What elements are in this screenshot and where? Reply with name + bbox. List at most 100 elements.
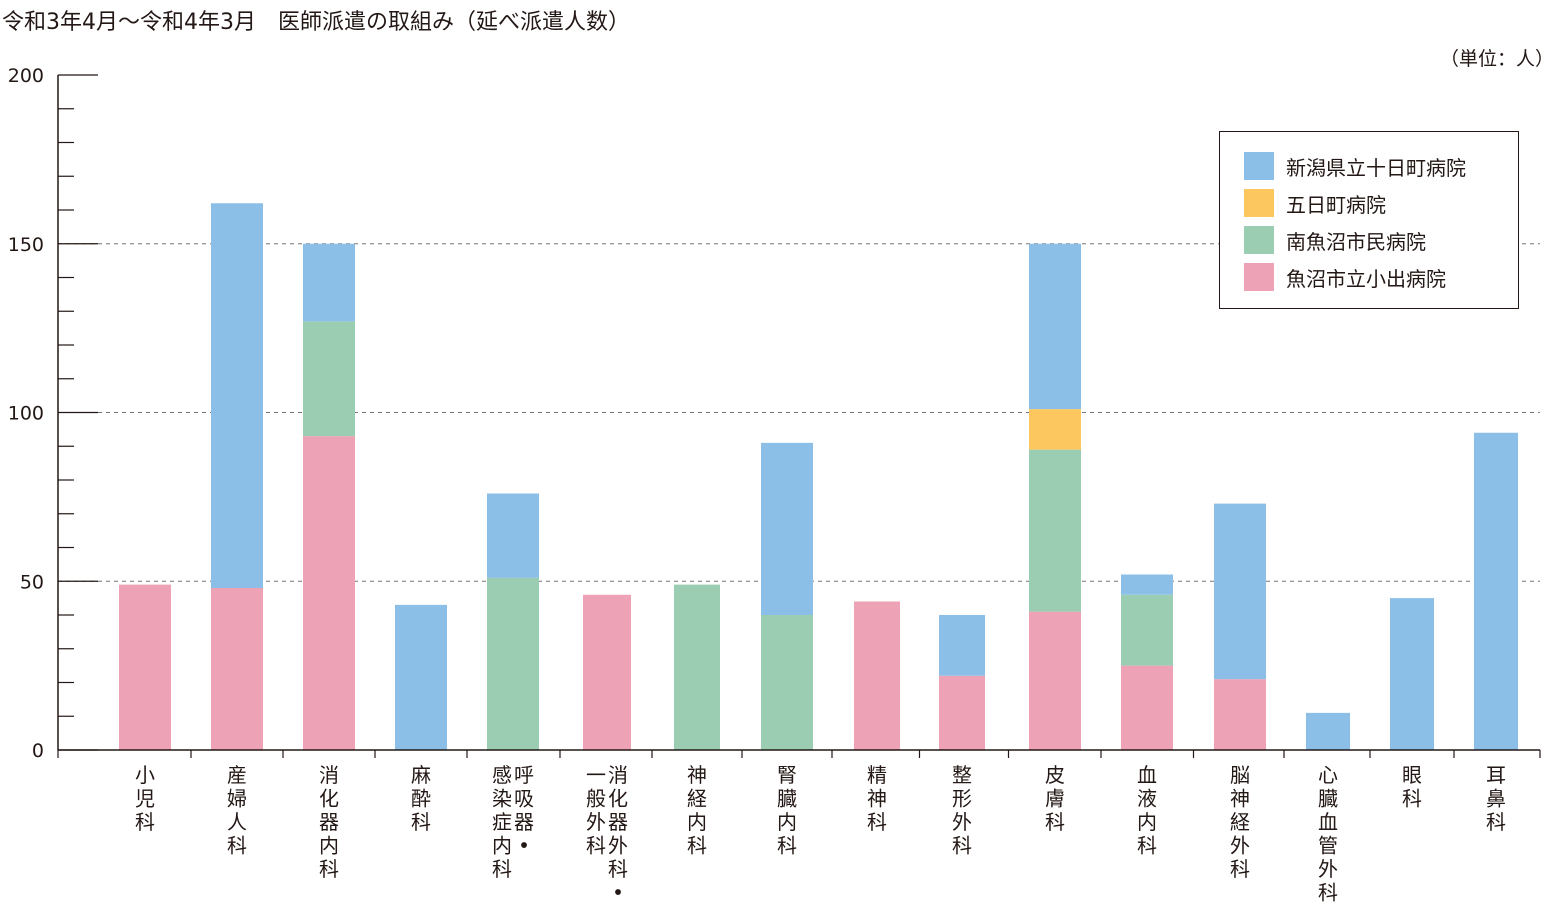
x-category-char: 内 (1137, 810, 1157, 834)
x-category-char: 鼻 (1486, 787, 1506, 811)
x-category-char: 耳 (1486, 763, 1506, 787)
x-category-char: 科 (1318, 881, 1338, 905)
y-tick-label-150: 150 (8, 234, 44, 256)
x-category-char: 科 (1137, 834, 1157, 858)
bar-segment-14-3 (1390, 598, 1434, 750)
x-category-char: 酔 (411, 787, 431, 811)
legend-label: 南魚沼市民病院 (1286, 229, 1426, 254)
legend-label: 五日町病院 (1286, 192, 1386, 217)
x-category-char: 神 (687, 763, 707, 787)
x-category-char: 内 (319, 834, 339, 858)
x-category-char: 科 (492, 857, 512, 881)
x-category-char: 臓 (777, 787, 797, 811)
x-category-char: 液 (1137, 787, 1157, 811)
x-category-char: 形 (952, 787, 972, 811)
x-category-char: 科 (227, 834, 247, 858)
x-category-label-10: 皮膚科 (1045, 763, 1065, 834)
x-category-char: 児 (135, 787, 155, 811)
bar-segment-9-0 (939, 675, 985, 750)
x-category-char: 脳 (1230, 763, 1250, 787)
legend-swatch (1244, 263, 1274, 291)
legend-item: 南魚沼市民病院 (1244, 226, 1426, 254)
x-category-char: 外 (1230, 834, 1250, 858)
bar-segment-4-1 (487, 577, 539, 750)
x-category-char: 内 (492, 834, 512, 858)
bar-segment-13-3 (1306, 712, 1350, 750)
axes: 0 50 100 150 200 (8, 65, 1541, 762)
x-category-char: 消 (319, 763, 339, 787)
x-category-char: 科 (319, 857, 339, 881)
bar-segment-4-3 (487, 493, 539, 578)
x-category-label-8: 精神科 (867, 763, 887, 834)
x-category-char: 吸 (514, 787, 534, 811)
x-category-char: 小 (135, 763, 155, 787)
legend-swatch (1244, 152, 1274, 180)
x-category-char: 科 (1230, 857, 1250, 881)
x-category-char: 科 (687, 834, 707, 858)
x-category-char: 科 (777, 834, 797, 858)
bar-segment-10-0 (1029, 611, 1081, 750)
bar-segment-12-0 (1214, 679, 1266, 750)
x-category-char: 外 (952, 810, 972, 834)
bar-segment-1-0 (211, 588, 263, 750)
x-category-char: 整 (952, 763, 972, 787)
bar-segment-5-0 (583, 594, 631, 750)
legend-swatch (1244, 226, 1274, 254)
bar-segment-1-3 (211, 203, 263, 588)
x-category-char: 感 (492, 763, 512, 787)
bar-segment-10-3 (1029, 243, 1081, 410)
x-category-char: 器 (608, 810, 628, 834)
legend-item: 五日町病院 (1244, 189, 1386, 217)
x-category-char: 科 (608, 857, 628, 881)
bar-segment-11-3 (1121, 574, 1173, 595)
bar-segment-2-0 (303, 436, 355, 750)
x-category-char: 外 (608, 834, 628, 858)
x-category-char: 臓 (1318, 787, 1338, 811)
x-category-char: 血 (1137, 763, 1157, 787)
bar-segment-6-1 (674, 584, 720, 750)
legend-swatch (1244, 189, 1274, 217)
bar-segment-7-3 (761, 442, 813, 615)
category-labels: 小児科産婦人科消化器内科麻酔科呼吸器•感染症内科消化器外科•一般外科神経内科腎臓… (135, 763, 1506, 905)
x-category-char: • (518, 834, 530, 858)
x-category-char: 科 (867, 810, 887, 834)
x-category-char: 科 (1045, 810, 1065, 834)
x-category-char: 消 (608, 763, 628, 787)
y-tick-label-100: 100 (8, 403, 44, 425)
x-category-char: 科 (411, 810, 431, 834)
x-category-char: 麻 (411, 763, 431, 787)
x-category-char: 経 (1230, 810, 1250, 834)
y-tick-label-200: 200 (8, 65, 44, 87)
bar-segment-2-1 (303, 321, 355, 437)
x-category-char: 人 (227, 810, 247, 834)
x-category-char: 神 (867, 787, 887, 811)
chart-title: 令和3年4月～令和4年3月 医師派遣の取組み（延べ派遣人数） (2, 10, 630, 35)
x-category-char: 症 (492, 810, 512, 834)
x-category-label-15: 耳鼻科 (1486, 763, 1506, 834)
bar-segment-8-0 (854, 601, 900, 750)
x-category-char: 科 (586, 834, 606, 858)
bar-segment-11-1 (1121, 594, 1173, 666)
legend-item: 新潟県立十日町病院 (1244, 152, 1466, 180)
x-category-char: 科 (135, 810, 155, 834)
x-category-label-0: 小児科 (135, 763, 155, 834)
x-category-char: 器 (319, 810, 339, 834)
x-category-char: 内 (777, 810, 797, 834)
x-category-char: 皮 (1045, 763, 1065, 787)
legend-label: 新潟県立十日町病院 (1286, 155, 1466, 180)
bar-segment-10-2 (1029, 409, 1081, 450)
x-category-label-14: 眼科 (1402, 763, 1422, 811)
x-category-char: 科 (1402, 787, 1422, 811)
y-tick-label-0: 0 (32, 740, 44, 762)
x-category-char: 眼 (1402, 763, 1422, 787)
x-category-char: 経 (687, 787, 707, 811)
bar-segment-12-3 (1214, 503, 1266, 680)
